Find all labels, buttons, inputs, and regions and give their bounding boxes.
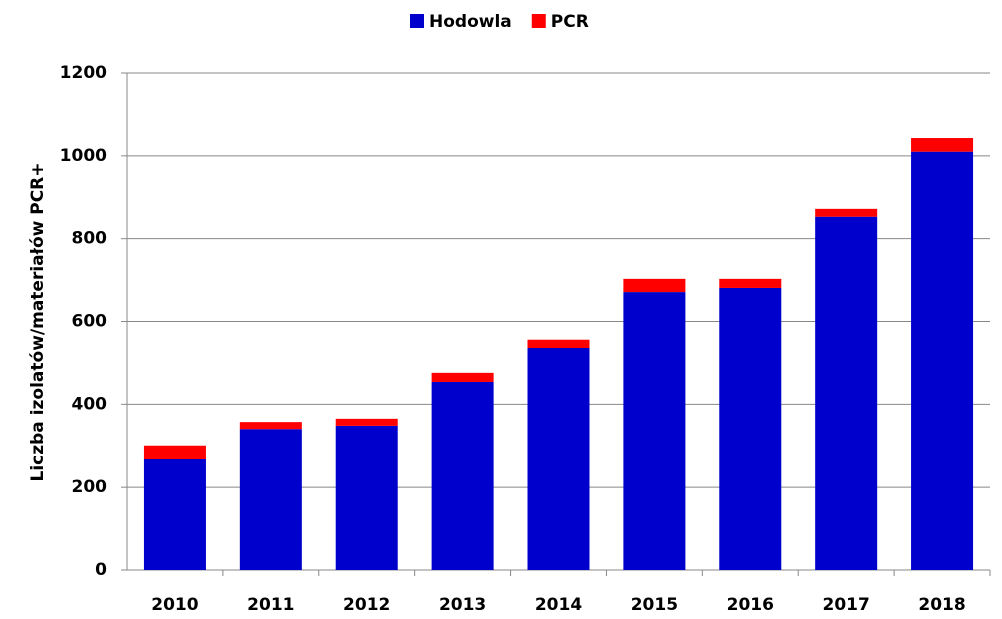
bar-segment xyxy=(335,418,398,426)
y-tick-label: 800 xyxy=(72,229,108,249)
bar-segment xyxy=(143,459,206,570)
x-tick-label: 2016 xyxy=(727,595,774,615)
bar-segment xyxy=(527,348,590,570)
bar-segment xyxy=(527,339,590,349)
x-tick-label: 2018 xyxy=(918,595,965,615)
legend-swatch xyxy=(410,14,424,28)
bar-segment xyxy=(719,278,782,288)
y-tick-label: 200 xyxy=(72,477,108,497)
bar-segment xyxy=(623,278,686,293)
y-tick-label: 0 xyxy=(95,560,107,580)
bar-segment xyxy=(815,208,878,217)
bar-segment xyxy=(815,216,878,571)
bar-segment xyxy=(239,429,302,570)
x-tick-label: 2014 xyxy=(535,595,582,615)
bar-segment xyxy=(431,381,494,570)
y-axis-title: Liczba izolatów/materiałów PCR+ xyxy=(28,162,48,481)
y-tick-label: 1000 xyxy=(60,146,107,166)
bar-segment xyxy=(911,138,974,152)
x-tick-label: 2011 xyxy=(247,595,294,615)
bar-segment xyxy=(623,292,686,570)
y-tick-label: 1200 xyxy=(60,63,107,83)
bar-segment xyxy=(143,445,206,460)
legend-label: PCR xyxy=(551,12,589,32)
x-tick-label: 2015 xyxy=(631,595,678,615)
bar-segment xyxy=(239,422,302,430)
x-tick-label: 2012 xyxy=(343,595,390,615)
bar-segment xyxy=(719,287,782,570)
bar-segment xyxy=(335,425,398,570)
bar-segment xyxy=(911,151,974,571)
x-tick-label: 2017 xyxy=(823,595,870,615)
legend-swatch xyxy=(531,14,546,28)
legend-label: Hodowla xyxy=(429,12,512,32)
x-tick-label: 2010 xyxy=(151,595,198,615)
y-tick-label: 600 xyxy=(72,312,108,332)
x-tick-label: 2013 xyxy=(439,595,486,615)
bar-segment xyxy=(431,372,494,382)
y-tick-label: 400 xyxy=(72,394,108,414)
